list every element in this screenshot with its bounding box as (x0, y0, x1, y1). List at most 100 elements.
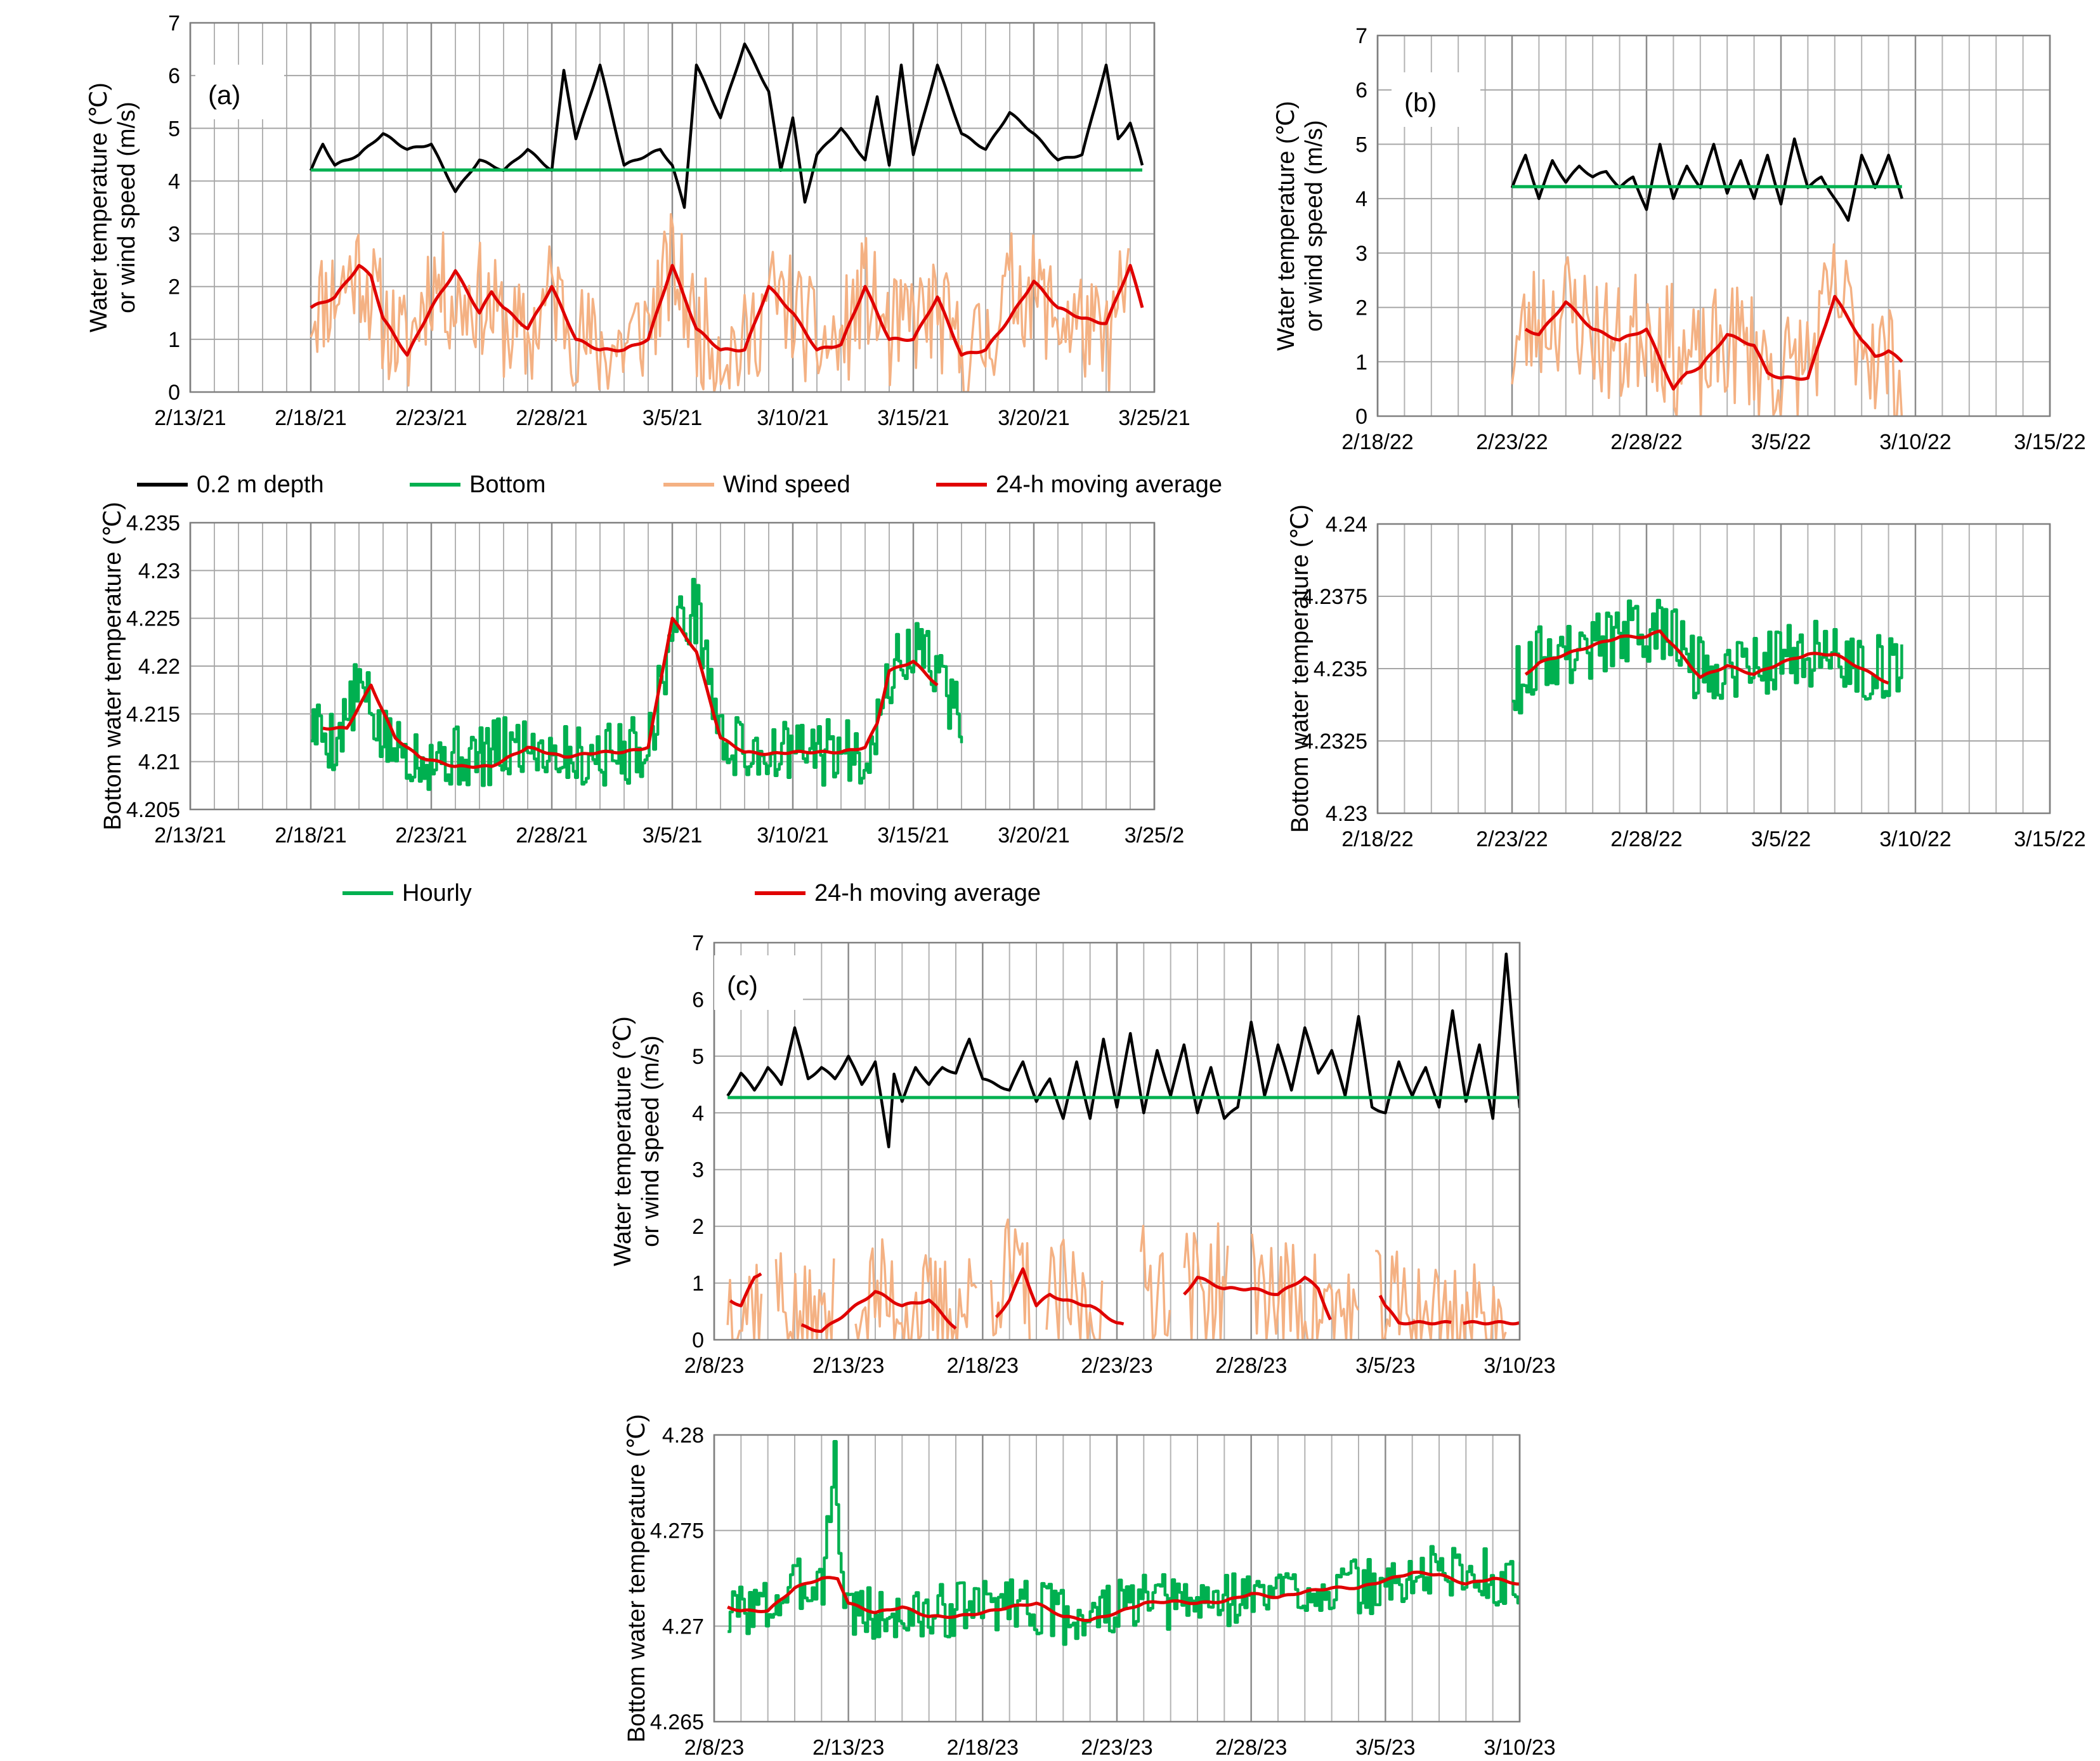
y-tick-label: 4.265 (650, 1710, 704, 1734)
x-tick-label: 3/10/23 (1484, 1736, 1555, 1760)
legend-label: 24-h moving average (814, 880, 1041, 907)
x-tick-label: 2/13/23 (812, 1354, 884, 1378)
series-group (309, 43, 1144, 392)
y-tick-label: 0 (692, 1328, 704, 1352)
x-tick-label: 2/28/23 (1215, 1736, 1287, 1760)
x-tick-label: 3/15/21 (877, 406, 949, 430)
x-tick-label: 3/10/22 (1879, 430, 1951, 454)
panel-label: (a) (208, 80, 240, 110)
y-tick-label: 4 (168, 169, 180, 193)
series-24-h-moving-average (322, 617, 939, 769)
y-axis-label: Water temperature (℃) (86, 82, 112, 332)
y-tick-label: 3 (692, 1158, 704, 1182)
chart-a_bottom: 4.205 4.21 4.215 4.22 4.225 4.23 4.235 2/13/21 2… (100, 502, 1184, 848)
y-tick-label: 1 (168, 328, 180, 352)
y-tick-label: 4.23 (1326, 802, 1367, 826)
x-tick-label: 2/23/22 (1476, 430, 1548, 454)
x-tick-label: 3/5/23 (1355, 1736, 1416, 1760)
panel-label-box (714, 955, 803, 1010)
y-tick-label: 0 (168, 381, 180, 405)
x-tick-label: 3/25/2 (1125, 823, 1185, 848)
y-axis-label: or wind speed (m/s) (1301, 120, 1327, 332)
plot-border (189, 521, 1156, 811)
y-tick-label: 7 (1355, 24, 1367, 48)
y-tick-label: 4.21 (138, 750, 180, 775)
y-tick-label: 4 (1355, 187, 1367, 211)
x-tick-label: 2/8/23 (684, 1736, 745, 1760)
y-axis-label: Bottom water temperature (℃) (1287, 504, 1314, 833)
y-axis-label: Water temperature (℃) (610, 1016, 636, 1266)
x-tick-label: 2/23/22 (1476, 827, 1548, 851)
x-tick-label: 2/18/21 (275, 406, 346, 430)
x-tick-label: 2/28/21 (516, 406, 587, 430)
x-tick-label: 3/25/21 (1118, 406, 1190, 430)
legend-legend_bottom: Hourly 24-h moving average (342, 880, 1041, 907)
y-tick-label: 1 (1355, 350, 1367, 374)
plot-border (713, 941, 1521, 1341)
chart-c_bottom: 4.265 4.27 4.275 4.28 2/8/23 2/13/23 2/18/23 2/… (623, 1414, 1556, 1760)
y-tick-label: 5 (1355, 133, 1367, 157)
x-tick-label: 2/13/21 (154, 406, 226, 430)
x-tick-label: 2/23/21 (395, 406, 467, 430)
series-group (727, 1439, 1520, 1646)
x-tick-label: 3/10/23 (1484, 1354, 1555, 1378)
chart-c_top: 0 1 2 3 4 5 6 7 2/8/23 2/13/23 2/18/23 2/23/23 2/28/… (610, 931, 1556, 1378)
x-tick-label: 2/18/22 (1341, 827, 1413, 851)
y-tick-label: 2 (168, 275, 180, 299)
y-tick-label: 6 (1355, 79, 1367, 103)
legend-label: 0.2 m depth (197, 471, 324, 498)
x-tick-label: 3/5/23 (1355, 1354, 1416, 1378)
legend-legend_top: 0.2 m depth Bottom Wind speed 24-h moving a… (137, 471, 1222, 498)
y-tick-label: 4.2375 (1301, 585, 1367, 609)
x-tick-label: 2/23/23 (1081, 1354, 1152, 1378)
y-tick-label: 4.235 (126, 511, 180, 535)
y-axis-label: Water temperature (℃) (1273, 101, 1300, 351)
x-tick-label: 2/28/23 (1215, 1354, 1287, 1378)
series-0-2-m-depth (726, 952, 1520, 1149)
x-tick-label: 2/13/21 (154, 823, 226, 848)
y-tick-label: 3 (1355, 242, 1367, 266)
x-tick-label: 2/23/23 (1081, 1736, 1152, 1760)
series-group (1512, 598, 1903, 715)
y-tick-label: 1 (692, 1272, 704, 1296)
x-tick-label: 2/28/22 (1610, 430, 1682, 454)
chart-b_bottom: 4.23 4.2325 4.235 4.2375 4.24 2/18/22 2/23/22 2… (1287, 504, 2086, 851)
series-24-h-moving-average (310, 264, 1144, 357)
plot-border (1376, 523, 2051, 815)
series-24-h-moving-average (727, 1570, 1520, 1622)
x-tick-label: 2/28/22 (1610, 827, 1682, 851)
y-tick-label: 5 (168, 117, 180, 141)
y-tick-label: 4.225 (126, 607, 180, 631)
x-tick-label: 3/15/21 (877, 823, 949, 848)
y-tick-label: 2 (1355, 296, 1367, 320)
legend-label: Hourly (402, 880, 472, 907)
series-24-h-moving-average (1524, 629, 1889, 685)
x-tick-label: 3/20/21 (998, 406, 1069, 430)
panel-label: (b) (1404, 88, 1437, 117)
y-axis-label: or wind speed (m/s) (637, 1035, 664, 1247)
chart-a_top: 0 1 2 3 4 5 6 7 2/13/21 2/18/21 2/23/21 2/28/21 3/5/… (86, 11, 1190, 430)
series-hourly (727, 1439, 1520, 1646)
y-tick-label: 6 (692, 988, 704, 1012)
legend-label: Wind speed (723, 471, 851, 498)
x-tick-label: 2/13/23 (812, 1736, 884, 1760)
x-tick-label: 2/18/23 (947, 1736, 1019, 1760)
y-tick-label: 4.28 (662, 1424, 704, 1448)
y-tick-label: 0 (1355, 405, 1367, 429)
x-tick-label: 3/10/21 (757, 823, 828, 848)
panel-label: (c) (727, 971, 758, 1000)
x-tick-label: 3/15/22 (2014, 430, 2085, 454)
x-tick-label: 3/5/22 (1751, 430, 1811, 454)
y-tick-label: 4.215 (126, 702, 180, 726)
plot-border (189, 22, 1156, 393)
series-24-h-moving-average (1524, 294, 1903, 391)
y-tick-label: 4.235 (1314, 657, 1367, 681)
y-tick-label: 4.24 (1326, 513, 1367, 537)
series-group (726, 952, 1520, 1340)
y-tick-label: 4.23 (138, 559, 180, 583)
y-tick-label: 4 (692, 1101, 704, 1125)
x-tick-label: 2/8/23 (684, 1354, 745, 1378)
legend-label: 24-h moving average (996, 471, 1222, 498)
y-axis-label: Bottom water temperature (℃) (623, 1414, 650, 1743)
